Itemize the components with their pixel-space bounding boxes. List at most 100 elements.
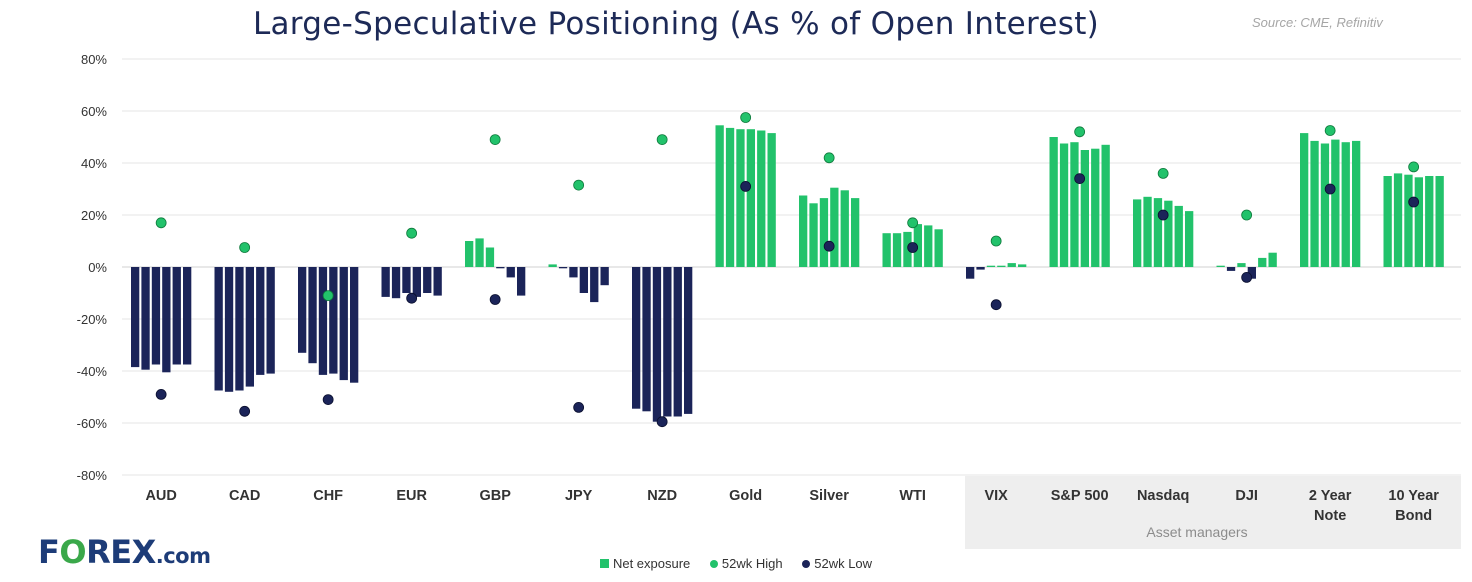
bar — [558, 267, 568, 269]
bar — [318, 267, 328, 375]
bar — [934, 229, 943, 267]
category-label: 2 Year — [1309, 488, 1352, 504]
high-marker — [990, 235, 1002, 247]
y-tick-label: 60% — [81, 104, 107, 119]
bar — [1258, 257, 1267, 267]
high-marker — [489, 134, 501, 146]
bar — [1018, 264, 1027, 267]
bar — [1435, 176, 1444, 267]
bar — [1164, 200, 1173, 267]
low-marker — [1408, 196, 1420, 208]
high-marker — [155, 217, 167, 229]
category-label: NZD — [647, 488, 677, 504]
bar — [1320, 143, 1330, 267]
bar — [725, 127, 735, 268]
bar — [172, 267, 181, 365]
bar — [579, 267, 588, 293]
category-label: CHF — [313, 488, 343, 504]
bar — [131, 267, 140, 368]
legend-net-label: Net exposure — [612, 556, 691, 571]
bar — [736, 129, 745, 267]
y-tick-label: -60% — [77, 416, 108, 431]
bar — [986, 265, 996, 267]
bar — [1007, 263, 1016, 267]
bar — [966, 267, 975, 279]
category-label: 10 Year — [1388, 488, 1439, 504]
bar — [840, 190, 849, 267]
bar — [391, 267, 401, 299]
category-label: S&P 500 — [1051, 488, 1109, 504]
low-marker — [656, 416, 668, 428]
bar — [913, 224, 922, 267]
category-label: Gold — [729, 488, 762, 504]
bar — [517, 267, 526, 296]
bar — [1331, 139, 1340, 267]
low-marker — [406, 292, 418, 304]
bar — [903, 231, 912, 267]
bar — [1226, 267, 1236, 271]
bar — [976, 267, 985, 270]
bar — [997, 265, 1006, 267]
bar — [590, 267, 599, 303]
bar — [1143, 196, 1152, 267]
legend-low-marker — [802, 560, 811, 568]
legend-net-swatch — [599, 559, 609, 568]
bar — [506, 267, 515, 278]
legend-net-exposure: Net exposure — [599, 556, 691, 571]
bar — [1310, 140, 1319, 267]
bar — [423, 267, 432, 293]
low-marker — [1241, 271, 1253, 283]
category-label: JPY — [565, 488, 593, 504]
high-marker — [239, 242, 251, 253]
bar — [715, 125, 724, 267]
low-marker — [489, 294, 501, 305]
bar — [1101, 144, 1110, 267]
bar — [465, 241, 474, 267]
bar — [1049, 137, 1058, 267]
bar — [1059, 143, 1069, 267]
logo-rex: REX — [86, 533, 156, 571]
category-label: Silver — [809, 488, 849, 504]
bar — [256, 267, 265, 375]
bar — [151, 267, 161, 365]
bar — [329, 267, 338, 374]
bar — [1352, 140, 1361, 267]
y-tick-label: -40% — [77, 364, 108, 379]
bar — [224, 267, 234, 392]
high-marker — [740, 112, 752, 123]
low-marker — [990, 299, 1002, 311]
low-marker — [907, 242, 919, 253]
bar — [632, 267, 641, 409]
bar — [245, 267, 254, 387]
bar — [1247, 267, 1256, 279]
category-label: CAD — [229, 488, 260, 504]
high-marker — [322, 290, 334, 302]
y-tick-label: -20% — [77, 312, 108, 327]
bar — [1080, 150, 1089, 267]
bar — [673, 267, 682, 417]
bar — [402, 267, 411, 293]
bar — [1341, 142, 1350, 267]
bar — [1425, 176, 1434, 267]
category-label: VIX — [984, 488, 1008, 504]
source-note: Source: CME, Refinitiv — [1252, 15, 1383, 30]
low-marker — [239, 405, 251, 417]
bar — [308, 267, 317, 364]
category-label: AUD — [145, 488, 176, 504]
bar — [1133, 199, 1142, 267]
y-tick-label: 80% — [81, 52, 107, 67]
legend-high-label: 52wk High — [721, 556, 783, 571]
bar — [767, 133, 776, 267]
bar — [1268, 252, 1277, 267]
bar — [235, 267, 244, 391]
bar — [924, 225, 933, 267]
low-marker — [1074, 173, 1086, 185]
bar — [1414, 177, 1423, 267]
high-marker — [406, 227, 418, 239]
high-marker — [907, 217, 919, 229]
bar — [1091, 148, 1100, 267]
category-label: WTI — [899, 488, 926, 504]
bar — [350, 267, 359, 383]
category-label: Note — [1314, 508, 1346, 520]
bar — [663, 267, 672, 417]
